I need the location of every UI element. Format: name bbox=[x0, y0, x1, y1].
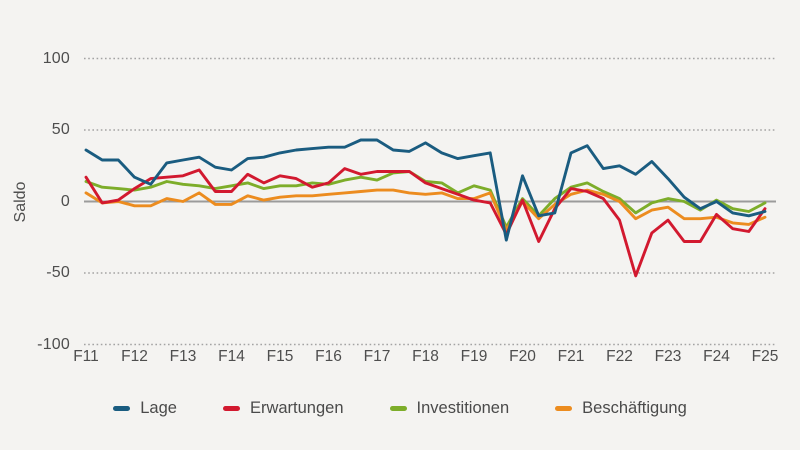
x-tick-label-F19: F19 bbox=[460, 348, 488, 365]
y-tick-label: -100 bbox=[37, 335, 70, 353]
legend: Lage Erwartungen Investitionen Beschäftigun… bbox=[0, 399, 800, 418]
x-tick-label-F20: F20 bbox=[509, 348, 536, 365]
legend-label: Investitionen bbox=[416, 399, 510, 417]
y-tick-label: -50 bbox=[46, 264, 70, 281]
legend-item-lage: Lage bbox=[113, 399, 177, 418]
legend-label: Lage bbox=[140, 399, 177, 417]
legend-item-beschäftigung: Beschäftigung bbox=[555, 399, 687, 418]
x-tick-label-F15: F15 bbox=[266, 348, 294, 365]
series-line-erwartungen bbox=[84, 167, 767, 278]
series-line-lage bbox=[84, 138, 767, 242]
legend-item-investitionen: Investitionen bbox=[389, 399, 510, 418]
x-tick-label-F14: F14 bbox=[218, 348, 245, 365]
legend-swatch-icon bbox=[113, 406, 131, 411]
legend-swatch-icon bbox=[389, 406, 407, 411]
x-tick-label-F22: F22 bbox=[606, 348, 633, 365]
legend-swatch-icon bbox=[555, 406, 573, 411]
series-line-beschäftigung bbox=[84, 188, 767, 232]
legend-label: Erwartungen bbox=[249, 399, 344, 417]
x-tick-label-F13: F13 bbox=[169, 348, 197, 365]
y-tick-label: 50 bbox=[51, 121, 70, 138]
y-tick-label: 0 bbox=[60, 192, 70, 210]
x-tick-label-F12: F12 bbox=[121, 348, 148, 365]
x-tick-label-F17: F17 bbox=[363, 348, 391, 365]
x-tick-label-F25: F25 bbox=[751, 348, 779, 365]
x-tick-label-F11: F11 bbox=[73, 348, 99, 365]
x-tick-label-F18: F18 bbox=[412, 348, 439, 365]
x-tick-label-F24: F24 bbox=[703, 348, 730, 365]
x-tick-label-F21: F21 bbox=[557, 348, 585, 365]
legend-item-erwartungen: Erwartungen bbox=[222, 399, 344, 418]
legend-swatch-icon bbox=[222, 406, 240, 411]
y-tick-label: 100 bbox=[42, 49, 70, 67]
legend-label: Beschäftigung bbox=[582, 399, 687, 417]
x-tick-label-F16: F16 bbox=[315, 348, 342, 365]
x-tick-label-F23: F23 bbox=[654, 348, 682, 365]
